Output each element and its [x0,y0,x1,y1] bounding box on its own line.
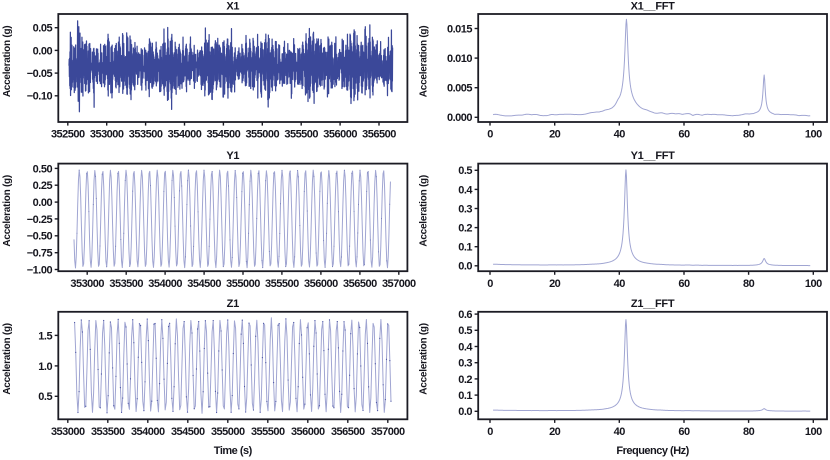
svg-text:−1.00: −1.00 [27,264,53,276]
svg-text:353500: 353500 [109,278,143,290]
svg-text:100: 100 [805,129,822,141]
svg-text:0.3: 0.3 [458,358,472,370]
svg-text:100: 100 [805,278,822,290]
svg-text:0.0: 0.0 [458,406,472,418]
svg-text:354000: 354000 [168,129,202,141]
svg-text:Z1__FFT: Z1__FFT [631,298,675,310]
svg-text:356000: 356000 [291,426,325,438]
svg-text:Acceleration (g): Acceleration (g) [419,26,430,98]
svg-text:0: 0 [487,129,493,141]
svg-text:100: 100 [805,426,822,438]
svg-text:20: 20 [549,426,561,438]
svg-text:0.05: 0.05 [33,23,53,35]
svg-text:0.5: 0.5 [458,165,472,177]
svg-text:0.0: 0.0 [458,261,472,273]
svg-text:Y1__FFT: Y1__FFT [631,150,676,162]
svg-text:Y1: Y1 [226,150,239,162]
svg-text:−0.50: −0.50 [27,231,53,243]
svg-text:−0.10: −0.10 [27,91,53,103]
svg-text:356000: 356000 [323,129,357,141]
svg-text:356500: 356500 [331,426,365,438]
svg-text:0.1: 0.1 [458,242,472,254]
svg-text:353000: 353000 [51,426,85,438]
svg-text:20: 20 [549,278,561,290]
svg-text:355500: 355500 [265,278,299,290]
svg-text:0.00: 0.00 [33,45,53,57]
svg-text:0.5: 0.5 [458,325,472,337]
svg-text:355000: 355000 [226,278,260,290]
svg-text:40: 40 [614,426,626,438]
svg-text:0.005: 0.005 [447,83,472,95]
svg-text:40: 40 [614,129,626,141]
svg-text:355000: 355000 [245,129,279,141]
svg-text:60: 60 [678,129,690,141]
svg-text:Acceleration (g): Acceleration (g) [2,26,13,98]
svg-text:X1__FFT: X1__FFT [631,0,676,12]
svg-text:0.010: 0.010 [447,53,472,65]
svg-text:354500: 354500 [207,129,241,141]
svg-text:0.4: 0.4 [458,341,473,353]
svg-text:0.1: 0.1 [458,390,472,402]
svg-text:0.6: 0.6 [458,309,472,321]
svg-text:Acceleration (g): Acceleration (g) [2,175,13,247]
svg-text:0.2: 0.2 [458,223,472,235]
svg-text:40: 40 [614,278,626,290]
svg-text:80: 80 [743,426,755,438]
svg-text:354500: 354500 [171,426,205,438]
svg-text:356000: 356000 [304,278,338,290]
svg-text:0.000: 0.000 [447,112,472,124]
svg-text:Frequency (Hz): Frequency (Hz) [616,445,689,457]
svg-text:−0.75: −0.75 [27,248,53,260]
svg-text:Z1: Z1 [227,298,239,310]
svg-text:60: 60 [678,426,690,438]
svg-text:356500: 356500 [362,129,396,141]
svg-text:80: 80 [743,129,755,141]
svg-text:0.4: 0.4 [458,184,473,196]
svg-text:Acceleration (g): Acceleration (g) [419,323,430,395]
svg-text:353500: 353500 [129,129,163,141]
svg-text:0.00: 0.00 [33,197,53,209]
svg-text:357000: 357000 [382,278,416,290]
svg-text:0.50: 0.50 [33,163,53,175]
svg-text:356500: 356500 [343,278,377,290]
svg-text:0.3: 0.3 [458,203,472,215]
svg-text:354000: 354000 [148,278,182,290]
svg-text:352500: 352500 [51,129,85,141]
svg-text:0.015: 0.015 [447,23,472,35]
svg-text:355500: 355500 [251,426,285,438]
svg-text:Acceleration (g): Acceleration (g) [2,323,13,395]
svg-text:354500: 354500 [187,278,221,290]
svg-text:Time (s): Time (s) [214,445,253,457]
svg-text:353000: 353000 [90,129,124,141]
svg-text:0: 0 [487,278,493,290]
svg-text:353500: 353500 [91,426,125,438]
svg-text:1.5: 1.5 [38,330,52,342]
svg-text:353000: 353000 [70,278,104,290]
svg-text:355000: 355000 [211,426,245,438]
svg-text:60: 60 [678,278,690,290]
svg-text:−0.05: −0.05 [27,68,53,80]
svg-text:0.2: 0.2 [458,374,472,386]
svg-text:−0.25: −0.25 [27,214,53,226]
svg-text:354000: 354000 [131,426,165,438]
svg-text:0: 0 [487,426,493,438]
svg-text:0.25: 0.25 [33,180,53,192]
svg-text:20: 20 [549,129,561,141]
svg-text:Acceleration (g): Acceleration (g) [419,175,430,247]
svg-text:80: 80 [743,278,755,290]
svg-text:X1: X1 [226,0,239,12]
svg-text:355500: 355500 [284,129,318,141]
svg-text:1.0: 1.0 [38,361,52,373]
svg-text:0.5: 0.5 [38,391,52,403]
svg-text:357000: 357000 [371,426,405,438]
